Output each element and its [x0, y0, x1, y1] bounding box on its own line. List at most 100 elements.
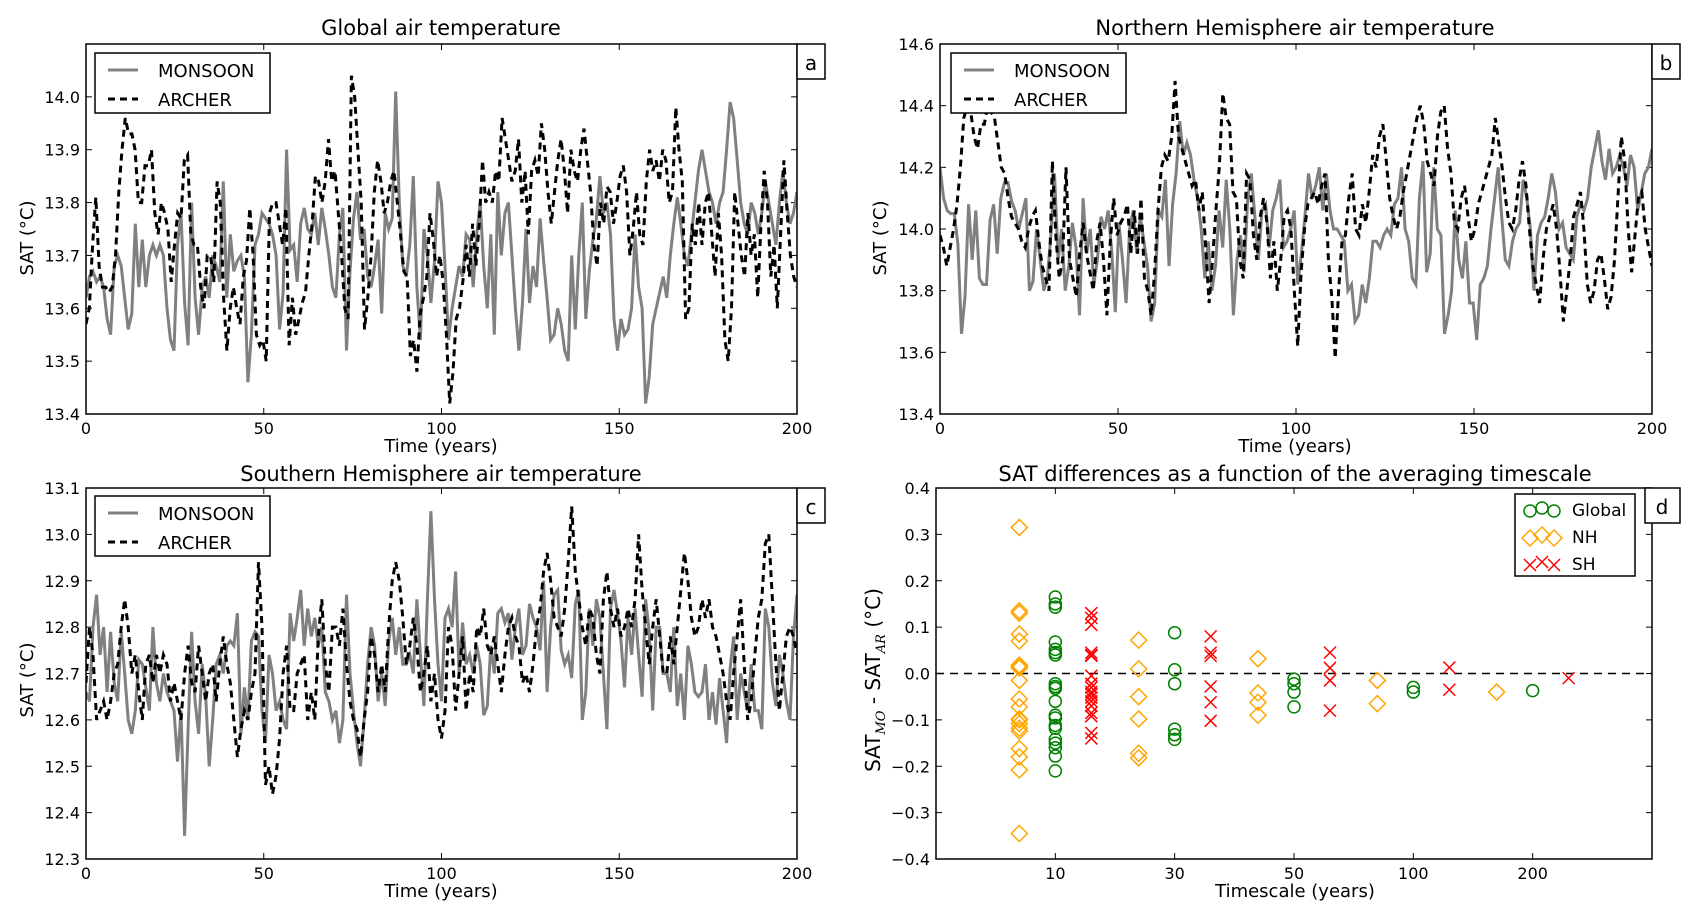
y-tick-label: 0.3 — [905, 525, 930, 544]
x-tick-label: 50 — [254, 864, 274, 883]
marker-global — [1406, 680, 1421, 695]
marker-global — [1048, 590, 1063, 604]
legend-label-monsoon: MONSOON — [1014, 61, 1110, 82]
marker-sh — [1084, 709, 1098, 723]
axes-frame — [935, 487, 1653, 860]
marker-nh — [1010, 710, 1029, 729]
y-tick-label: 14.4 — [898, 97, 934, 116]
marker-sh — [1204, 646, 1218, 660]
marker-global — [1048, 764, 1063, 778]
marker-global — [1048, 635, 1063, 649]
marker-sh — [1323, 661, 1337, 675]
y-tick-label: 13.6 — [44, 299, 80, 318]
x-axis-label: Time (years) — [383, 881, 497, 902]
y-tick-label: 13.8 — [44, 194, 80, 213]
panel-c-sh: Southern Hemisphere air temperature Time… — [17, 462, 826, 902]
legend: MONSOON ARCHER — [94, 495, 271, 557]
legend-box — [950, 52, 1127, 114]
y-tick-label: 13.9 — [44, 141, 80, 160]
legend-markers — [1520, 501, 1564, 572]
marker-global — [1287, 685, 1301, 699]
ylabel-sat-mo: SAT — [861, 734, 885, 772]
plot-lines — [86, 75, 797, 404]
x-axis-label: Time (years) — [1237, 436, 1351, 457]
marker-nh — [1010, 657, 1029, 676]
axes-frame — [85, 487, 798, 860]
y-tick-label: 13.8 — [898, 282, 934, 301]
marker-global — [1048, 740, 1063, 755]
y-axis-label: SATMO - SATAR (°C) — [861, 588, 889, 772]
marker-nh — [1368, 671, 1387, 690]
legend-marker-sh — [1535, 555, 1549, 569]
marker-nh — [1248, 649, 1268, 668]
plot-lines — [940, 80, 1652, 359]
legend-marker-nh — [1532, 525, 1552, 545]
legend-label-monsoon: MONSOON — [158, 61, 254, 82]
x-tick-label: 0 — [81, 419, 91, 438]
x-axis-label: Timescale (years) — [1214, 881, 1375, 902]
x-tick-label: 50 — [1284, 864, 1304, 883]
marker-sh — [1323, 673, 1337, 687]
marker-global — [1167, 722, 1182, 736]
marker-sh — [1084, 646, 1098, 660]
marker-nh — [1010, 658, 1029, 677]
marker-sh — [1084, 606, 1098, 620]
y-tick-label: 13.6 — [898, 343, 934, 362]
ylabel-sub-mo: MO — [874, 710, 889, 735]
x-tick-label: 0 — [935, 419, 945, 438]
marker-global — [1287, 700, 1301, 714]
y-tick-label: 12.5 — [44, 757, 80, 776]
marker-nh — [1010, 824, 1029, 843]
marker-nh — [1129, 687, 1148, 706]
panel-title: Global air temperature — [321, 16, 561, 40]
y-tick-label: 14.0 — [898, 220, 934, 239]
series-line-monsoon — [86, 511, 797, 836]
marker-nh — [1248, 693, 1268, 712]
y-axis-label: SAT (°C) — [17, 642, 38, 717]
marker-nh — [1368, 694, 1387, 713]
marker-global — [1048, 681, 1063, 696]
legend-marker-sh — [1523, 558, 1537, 572]
axis-ticks: 13.4 13.6 13.8 14.0 14.2 14.4 14.6 0 50 100 150 200 — [898, 35, 1667, 438]
marker-nh — [1010, 518, 1029, 537]
y-tick-label: −0.4 — [891, 850, 930, 869]
legend-label-monsoon: MONSOON — [158, 504, 254, 525]
marker-global — [1048, 642, 1063, 657]
panel-title: SAT differences as a function of the ave… — [998, 462, 1591, 486]
marker-nh — [1010, 719, 1029, 738]
marker-sh — [1084, 649, 1098, 663]
y-tick-label: 14.0 — [44, 88, 80, 107]
axes-frame — [939, 43, 1653, 415]
marker-global — [1167, 732, 1182, 747]
x-tick-label: 100 — [426, 419, 457, 438]
marker-global — [1167, 676, 1182, 691]
x-axis-label: Time (years) — [383, 436, 497, 457]
legend-box — [94, 52, 271, 114]
y-tick-label: 13.1 — [44, 479, 80, 498]
y-tick-label: 12.4 — [44, 804, 80, 823]
legend-label-global: Global — [1572, 501, 1626, 521]
x-tick-label: 100 — [1281, 419, 1312, 438]
axis-ticks: 12.3 12.4 12.5 12.6 12.7 12.8 12.9 13.0 13.1 0 50 1… — [44, 479, 812, 883]
x-tick-label: 100 — [1398, 864, 1429, 883]
marker-nh — [1248, 706, 1268, 725]
marker-sh — [1442, 660, 1456, 675]
y-tick-label: −0.2 — [891, 757, 930, 776]
marker-nh — [1010, 689, 1029, 709]
marker-nh — [1010, 604, 1029, 623]
marker-global — [1048, 694, 1063, 709]
marker-sh — [1204, 679, 1218, 694]
marker-nh — [1129, 631, 1148, 650]
marker-sh — [1204, 629, 1218, 643]
plot-markers — [936, 518, 1652, 843]
marker-nh — [1010, 631, 1029, 651]
marker-nh — [1248, 683, 1268, 703]
marker-sh — [1323, 704, 1337, 718]
marker-sh — [1442, 683, 1456, 697]
y-tick-label: 13.4 — [44, 405, 80, 424]
legend-label-archer: ARCHER — [1014, 90, 1088, 111]
legend-box — [94, 495, 271, 557]
y-tick-label: 14.6 — [898, 35, 934, 54]
marker-global — [1048, 732, 1063, 747]
